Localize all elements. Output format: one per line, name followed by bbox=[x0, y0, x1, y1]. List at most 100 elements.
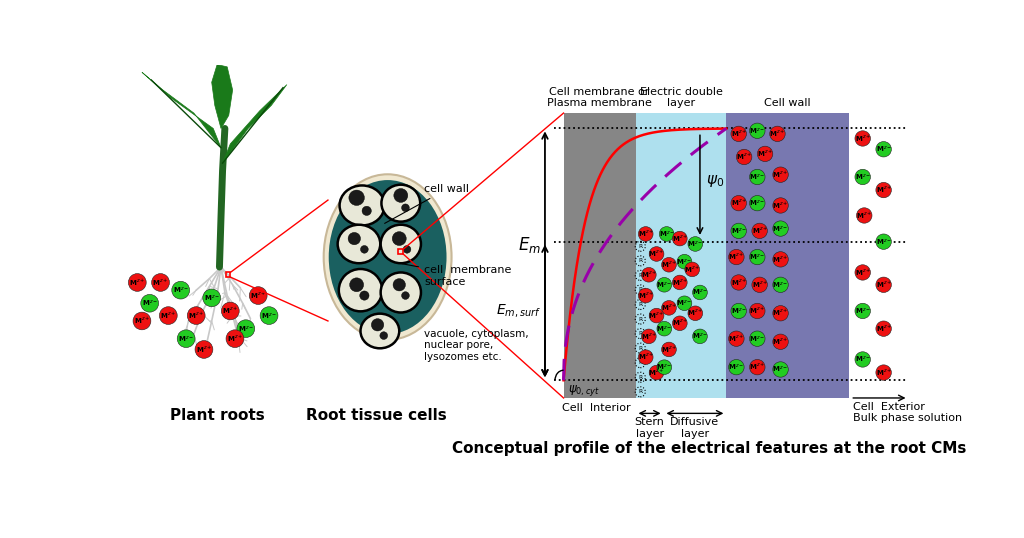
Text: M$^{z-}$: M$^{z-}$ bbox=[677, 257, 692, 267]
Circle shape bbox=[237, 320, 255, 337]
Text: M$^{z+}$: M$^{z+}$ bbox=[648, 367, 665, 378]
Circle shape bbox=[649, 308, 664, 323]
Text: M$^{z+}$: M$^{z+}$ bbox=[153, 277, 169, 288]
Circle shape bbox=[750, 169, 765, 185]
Text: M$^{z+}$: M$^{z+}$ bbox=[638, 291, 653, 301]
Text: R: R bbox=[638, 345, 642, 351]
Polygon shape bbox=[142, 72, 221, 148]
Text: M$^{z+}$: M$^{z+}$ bbox=[222, 306, 239, 316]
Circle shape bbox=[638, 226, 653, 241]
Text: M$^{z-}$: M$^{z-}$ bbox=[656, 280, 673, 290]
Circle shape bbox=[195, 341, 213, 358]
Circle shape bbox=[187, 307, 205, 324]
Text: M$^{z-}$: M$^{z-}$ bbox=[772, 224, 788, 233]
Circle shape bbox=[638, 350, 653, 364]
Bar bbox=[225, 272, 230, 277]
Text: M$^{z+}$: M$^{z+}$ bbox=[752, 226, 768, 236]
Circle shape bbox=[731, 303, 746, 318]
Circle shape bbox=[773, 334, 788, 350]
Text: M$^{z+}$: M$^{z+}$ bbox=[638, 229, 653, 239]
Circle shape bbox=[641, 267, 656, 282]
Text: vacuole, cytoplasm,
nuclear pore,
lysozomes etc.: vacuole, cytoplasm, nuclear pore, lysozo… bbox=[424, 329, 528, 362]
Text: M$^{z-}$: M$^{z-}$ bbox=[692, 331, 708, 342]
Circle shape bbox=[856, 208, 872, 223]
Circle shape bbox=[649, 246, 664, 261]
Circle shape bbox=[140, 294, 159, 312]
Text: Cell  Interior: Cell Interior bbox=[562, 402, 631, 413]
Circle shape bbox=[729, 249, 744, 265]
Text: M$^{z+}$: M$^{z+}$ bbox=[855, 133, 870, 144]
Text: M$^{z-}$: M$^{z-}$ bbox=[173, 285, 188, 295]
Circle shape bbox=[750, 249, 765, 265]
Circle shape bbox=[855, 131, 870, 146]
Circle shape bbox=[128, 274, 146, 291]
Circle shape bbox=[750, 123, 765, 138]
Circle shape bbox=[662, 301, 676, 315]
Text: M$^{z+}$: M$^{z+}$ bbox=[672, 277, 688, 288]
Text: M$^{z+}$: M$^{z+}$ bbox=[648, 310, 665, 321]
Text: cell wall: cell wall bbox=[385, 185, 469, 223]
Circle shape bbox=[750, 303, 765, 318]
Text: R: R bbox=[638, 360, 642, 365]
Bar bbox=[563, 113, 636, 398]
Circle shape bbox=[260, 307, 278, 324]
Text: M$^{z+}$: M$^{z+}$ bbox=[730, 129, 746, 139]
Circle shape bbox=[226, 330, 244, 348]
Circle shape bbox=[876, 182, 891, 198]
Text: M$^{z-}$: M$^{z-}$ bbox=[692, 287, 708, 298]
Text: $\psi_{0,cyt}$: $\psi_{0,cyt}$ bbox=[568, 384, 600, 398]
Circle shape bbox=[673, 316, 687, 330]
Circle shape bbox=[750, 359, 765, 375]
Text: M$^{z-}$: M$^{z-}$ bbox=[876, 237, 892, 246]
Circle shape bbox=[362, 206, 372, 216]
Text: M$^{z-}$: M$^{z-}$ bbox=[731, 226, 746, 236]
Text: R: R bbox=[638, 390, 642, 394]
Circle shape bbox=[641, 329, 656, 344]
Bar bbox=[636, 113, 726, 398]
Text: M$^{z-}$: M$^{z-}$ bbox=[855, 172, 870, 182]
Text: M$^{z-}$: M$^{z-}$ bbox=[261, 310, 278, 321]
Circle shape bbox=[372, 318, 384, 331]
Text: M$^{z-}$: M$^{z-}$ bbox=[238, 324, 254, 334]
Circle shape bbox=[731, 223, 746, 238]
Text: M$^{z-}$: M$^{z-}$ bbox=[677, 298, 692, 308]
Circle shape bbox=[638, 288, 653, 303]
Circle shape bbox=[729, 359, 744, 375]
Text: M$^{z-}$: M$^{z-}$ bbox=[750, 252, 765, 262]
Text: M$^{z+}$: M$^{z+}$ bbox=[876, 367, 892, 378]
Circle shape bbox=[750, 195, 765, 211]
Circle shape bbox=[773, 167, 788, 182]
Circle shape bbox=[773, 277, 788, 293]
Circle shape bbox=[729, 331, 744, 346]
Text: M$^{z+}$: M$^{z+}$ bbox=[876, 185, 892, 195]
Polygon shape bbox=[212, 65, 232, 129]
Circle shape bbox=[855, 352, 870, 367]
Text: R: R bbox=[638, 302, 642, 307]
Text: M$^{z+}$: M$^{z+}$ bbox=[855, 267, 870, 278]
Circle shape bbox=[203, 289, 220, 307]
Circle shape bbox=[393, 279, 406, 291]
Ellipse shape bbox=[381, 225, 421, 263]
Text: M$^{z-}$: M$^{z-}$ bbox=[656, 324, 673, 334]
Circle shape bbox=[685, 262, 699, 277]
Text: M$^{z-}$: M$^{z-}$ bbox=[178, 334, 195, 344]
Ellipse shape bbox=[340, 186, 385, 225]
Text: R: R bbox=[638, 316, 642, 322]
Text: M$^{z+}$: M$^{z+}$ bbox=[772, 337, 788, 347]
Text: M$^{z-}$: M$^{z-}$ bbox=[750, 334, 765, 344]
Ellipse shape bbox=[360, 314, 399, 348]
Circle shape bbox=[403, 245, 411, 253]
Circle shape bbox=[673, 275, 687, 290]
Text: M$^{z-}$: M$^{z-}$ bbox=[141, 298, 158, 308]
Circle shape bbox=[688, 306, 702, 321]
Bar bbox=[726, 113, 849, 398]
Text: M$^{z-}$: M$^{z-}$ bbox=[855, 306, 870, 316]
Text: Electric double
layer: Electric double layer bbox=[640, 87, 722, 109]
Circle shape bbox=[876, 277, 891, 293]
Circle shape bbox=[855, 303, 870, 318]
Circle shape bbox=[876, 141, 891, 157]
Circle shape bbox=[731, 195, 746, 211]
Text: M$^{z-}$: M$^{z-}$ bbox=[772, 280, 788, 290]
Circle shape bbox=[401, 204, 410, 211]
Circle shape bbox=[750, 331, 765, 346]
